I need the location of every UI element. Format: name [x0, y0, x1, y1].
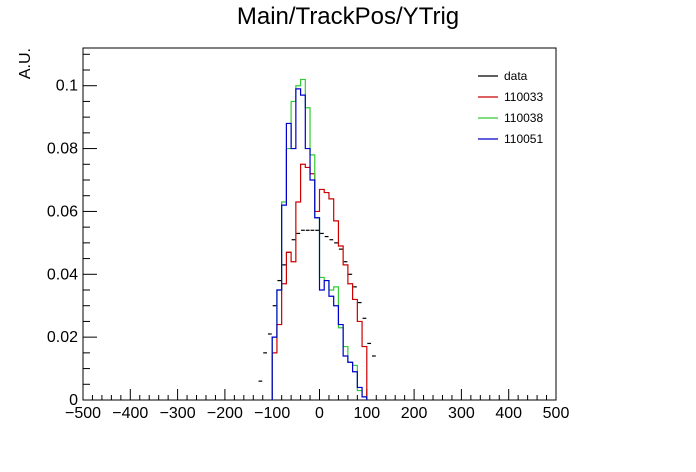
x-tick-label: −200	[207, 405, 243, 422]
series-line	[271, 88, 368, 400]
x-tick-label: −500	[65, 405, 101, 422]
legend-label: data	[504, 69, 528, 83]
series-layer	[258, 78, 376, 400]
legend-item: 110038	[478, 111, 543, 125]
series-110033	[271, 163, 368, 400]
series-data	[258, 229, 376, 382]
x-tick-label: 400	[495, 405, 522, 422]
legend-item: 110051	[478, 132, 543, 146]
chart-title: Main/TrackPos/YTrig	[237, 3, 459, 30]
x-tick-label: 300	[448, 405, 475, 422]
x-tick-label: 100	[353, 405, 380, 422]
x-tick-label: −400	[112, 405, 148, 422]
axes: −500 −400 −300 −200 −100 0 100 200 300 400 500 0 0.0…	[47, 53, 570, 422]
legend-item: data	[478, 69, 528, 83]
y-tick-label: 0.08	[47, 141, 78, 158]
legend-label: 110051	[504, 132, 543, 146]
legend-label: 110038	[504, 111, 543, 125]
legend-label: 110033	[504, 90, 543, 104]
x-tick-label: 0	[315, 405, 324, 422]
x-tick-label: 500	[543, 405, 570, 422]
y-tick-label: 0.02	[47, 329, 78, 346]
x-tick-label: −300	[160, 405, 196, 422]
x-tick-label: −100	[254, 405, 290, 422]
y-axis-label: A.U.	[17, 48, 34, 79]
y-tick-label: 0	[69, 392, 78, 409]
series-line	[271, 163, 368, 400]
legend-item: 110033	[478, 90, 543, 104]
y-tick-label: 0.04	[47, 266, 78, 283]
y-tick-label: 0.06	[47, 203, 78, 220]
y-tick-label: 0.1	[56, 78, 78, 95]
series-110051	[271, 88, 368, 400]
legend: data 110033 110038 110051	[478, 69, 543, 146]
x-tick-label: 200	[401, 405, 428, 422]
